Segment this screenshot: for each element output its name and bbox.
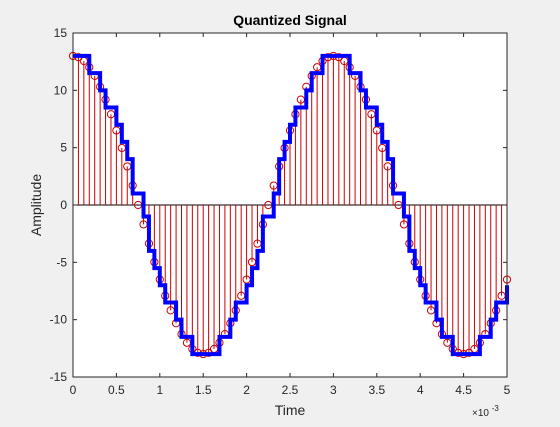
chart-title: Quantized Signal <box>233 12 347 28</box>
x-tick-label: 2.5 <box>282 383 299 397</box>
x-tick-label: 2 <box>243 383 250 397</box>
y-tick-label: 15 <box>54 26 68 40</box>
y-tick-label: -15 <box>50 370 68 384</box>
quantized-stairs-line <box>73 53 509 357</box>
x-tick-label: 4 <box>417 383 424 397</box>
x-exponent-label: ×10 -3 <box>472 404 499 419</box>
y-tick-label: 10 <box>54 83 68 97</box>
x-tick-label: 3.5 <box>368 383 385 397</box>
plot-layer <box>68 51 512 359</box>
x-tick-label: 3 <box>330 383 337 397</box>
tick-layer: 0 0.5 1 1.5 2 2.5 3 3.5 4 4.5 5 -15 -10 -5 0 5 10 15 <box>50 26 511 397</box>
x-tick-label: 4.5 <box>455 383 472 397</box>
x-exponent-base: ×10 <box>472 408 489 419</box>
x-tick-label: 0.5 <box>108 383 125 397</box>
x-tick-label: 0 <box>70 383 77 397</box>
x-axis-label: Time <box>275 402 306 418</box>
y-tick-label: -5 <box>56 255 67 269</box>
x-tick-label: 1.5 <box>195 383 212 397</box>
x-tick-label: 5 <box>504 383 511 397</box>
y-axis-label: Amplitude <box>28 174 44 236</box>
y-tick-label: -10 <box>50 313 68 327</box>
y-tick-label: 0 <box>60 198 67 212</box>
y-tick-label: 5 <box>60 141 67 155</box>
x-tick-label: 1 <box>156 383 163 397</box>
x-exponent-power: -3 <box>492 404 500 413</box>
